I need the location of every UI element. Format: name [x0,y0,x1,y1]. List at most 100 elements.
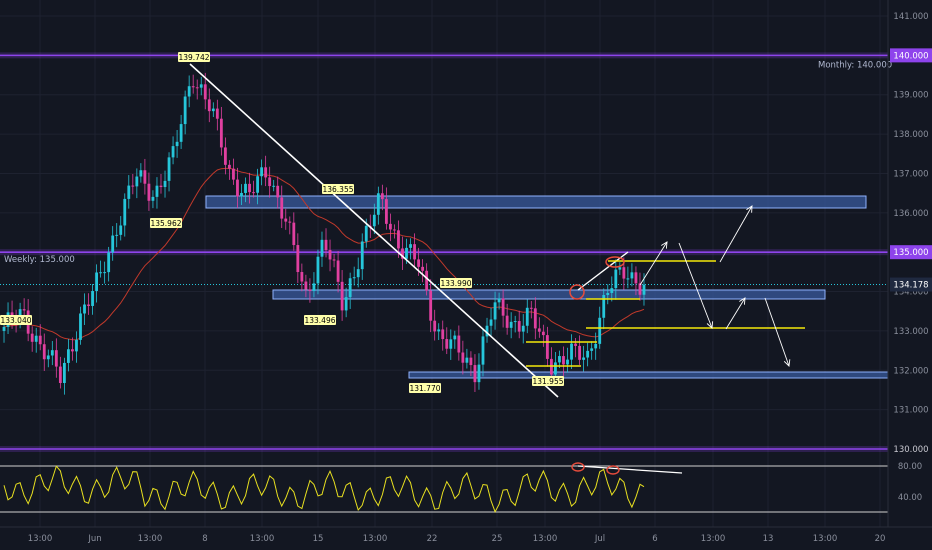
candle-body [119,225,123,235]
supply-demand-zone [205,195,867,209]
candle-body [461,352,465,363]
candle-body [123,198,127,226]
rsi-divergence-line [577,465,683,474]
candle-body [501,298,505,316]
candle-body [195,87,199,89]
annotation-label: 133.990 [440,279,471,288]
candle-body [244,183,247,193]
candle-body [453,335,457,340]
candle-body [545,335,549,359]
candle-body [83,304,86,314]
annotation-label: 131.955 [532,377,563,386]
candle-body [529,307,533,309]
candles [2,72,646,395]
candle-body [75,339,78,352]
candle-body [481,336,485,365]
candle-body [232,168,235,180]
candle-body [541,331,545,336]
candle-body [191,86,195,88]
candle-body [228,164,231,169]
candle-body [296,245,300,273]
candle-body [505,315,509,328]
candle-body [280,197,284,219]
supply-demand-zone [408,371,889,379]
candle-body [445,339,449,349]
ema-line [3,167,645,341]
candle-body [521,325,525,332]
annotation-label: 133.040 [0,316,31,325]
y-tick-label: 135.000 [893,248,928,258]
level-price-tag [890,48,932,63]
projection-arrowhead [783,359,791,367]
x-tick-label: 13:00 [701,534,726,544]
candle-body [203,84,207,100]
candle-body [127,185,131,199]
x-tick-label: Jul [594,534,605,544]
candle-body [638,283,642,295]
candle-body [417,259,420,267]
supply-demand-zone [272,289,826,300]
annotation-label: 131.770 [409,384,440,393]
candle-body [151,196,155,201]
candle-body [449,339,453,349]
x-tick-label: 6 [652,534,657,544]
zones [205,195,889,379]
candle-body [622,267,626,279]
y-tick-label: 138.000 [893,130,928,140]
candle-body [159,185,163,188]
monthly-level-label: Monthly: 140.000 [818,60,892,70]
candle-body [493,302,497,320]
current-price-label: 134.178 [893,281,928,291]
candle-body [300,272,304,282]
current-price-tag [890,277,932,292]
projection-arrow [639,241,668,286]
level-price-tag [890,245,932,260]
candle-body [95,272,98,292]
candle-body [380,193,384,200]
candle-body [477,364,481,383]
candle-body [320,239,324,257]
candle-body [256,176,259,193]
candle-body [30,333,34,342]
candle-body [465,357,469,363]
candle-body [533,308,537,329]
projection-arrow [764,297,790,367]
y-tick-label: 132.000 [893,366,928,376]
projection-arrowhead [746,205,753,213]
candle-body [272,185,276,187]
candle-body [590,348,594,351]
candle-body [211,108,215,112]
candle-body [441,329,445,340]
candle-body [71,349,74,352]
candle-body [397,230,400,249]
candle-body [372,214,376,227]
candle-body [183,96,187,125]
candle-body [288,221,292,223]
candle-body [634,272,638,284]
candle-body [276,185,280,198]
x-tick-label: 13 [763,534,774,544]
y-tick-label: 136.000 [893,209,928,219]
candle-body [207,99,211,112]
candle-body [175,141,179,147]
x-tick-label: Jun [87,534,101,544]
drawings [189,63,805,398]
rsi-tick-label: 80.00 [898,462,922,472]
projection-arrowhead [739,297,746,305]
candle-body [264,167,268,178]
candle-body [614,269,618,289]
candle-body [558,356,561,363]
projection-arrow [719,205,753,263]
candle-body [34,335,38,342]
y-tick-label: 137.000 [893,169,928,179]
candle-body [360,241,364,270]
candle-body [384,199,388,224]
candle-body [409,244,412,248]
rsi-pane [0,462,888,514]
candle-body [344,297,348,311]
candle-body [219,118,223,148]
candle-body [304,281,308,290]
y-tick-label: 133.000 [893,327,928,337]
candle-body [642,284,646,295]
